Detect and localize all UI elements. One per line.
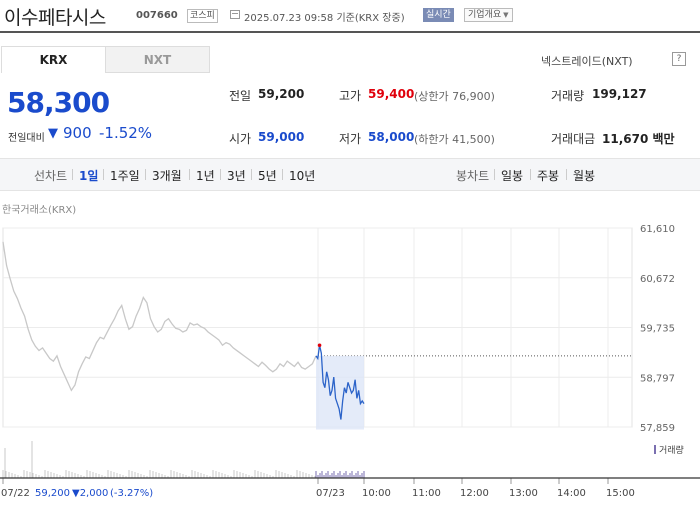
change-percent: -1.52% <box>99 124 153 142</box>
volume-label: 거래량 <box>551 89 585 103</box>
x-tick-label: 07/22 <box>1 488 30 499</box>
intraday-series-line <box>315 345 365 420</box>
separator <box>566 169 567 180</box>
amount-label: 거래대금 <box>551 132 596 146</box>
open-value: 59,000 <box>258 130 305 144</box>
x-tick-label: 07/23 <box>316 488 345 499</box>
y-tick-label: 59,735 <box>640 324 675 335</box>
prev-close-value: 59,200 <box>258 87 305 101</box>
high-value: 59,400 <box>368 87 415 101</box>
x-tick-label: 10:00 <box>362 488 391 499</box>
stock-name: 이수페타시스 <box>4 7 106 29</box>
calendar-icon <box>230 10 240 19</box>
tab-nxt[interactable]: NXT <box>105 46 210 73</box>
period-5y[interactable]: 5년 <box>258 169 277 183</box>
period-1y[interactable]: 1년 <box>196 169 215 183</box>
candle-monthly[interactable]: 월봉 <box>573 169 596 183</box>
footer-pct: (-3.27%) <box>110 488 153 499</box>
y-tick-label: 58,797 <box>640 373 675 384</box>
prev-close-label: 전일 <box>229 89 252 103</box>
candle-daily[interactable]: 일봉 <box>501 169 524 183</box>
separator <box>103 169 104 180</box>
down-arrow-icon: ▼ <box>48 126 58 141</box>
upper-limit: (상한가 76,900) <box>414 90 495 103</box>
change-label: 전일대비 <box>8 133 45 144</box>
low-label: 저가 <box>339 132 362 146</box>
volume-legend: 거래량 <box>659 446 684 456</box>
open-label: 시가 <box>229 132 252 146</box>
prev-day-series-line <box>2 241 317 392</box>
help-icon[interactable]: ? <box>672 52 686 66</box>
candle-chart-label: 봉차트 <box>456 169 490 183</box>
line-chart-label: 선차트 <box>34 169 68 183</box>
separator <box>220 169 221 180</box>
separator <box>251 169 252 180</box>
x-tick-label: 12:00 <box>460 488 489 499</box>
quote-datetime: 2025.07.23 09:58 기준(KRX 장중) <box>244 13 405 24</box>
separator <box>282 169 283 180</box>
period-3y[interactable]: 3년 <box>227 169 246 183</box>
x-tick-label: 11:00 <box>412 488 441 499</box>
lower-limit: (하한가 41,500) <box>414 133 495 146</box>
y-tick-label: 60,672 <box>640 274 675 285</box>
separator <box>189 169 190 180</box>
amount-value: 11,670 백만 <box>602 132 675 146</box>
x-tick-label: 13:00 <box>509 488 538 499</box>
nxt-trade-label: 넥스트레이드(NXT) <box>541 55 633 68</box>
y-tick-label: 61,610 <box>640 224 675 235</box>
y-tick-label: 57,859 <box>640 423 675 434</box>
period-1w[interactable]: 1주일 <box>110 169 140 183</box>
x-tick-label: 15:00 <box>606 488 635 499</box>
period-bar <box>0 158 700 191</box>
x-tick-label: 14:00 <box>557 488 586 499</box>
stock-code: 007660 <box>136 10 178 21</box>
separator <box>494 169 495 180</box>
footer-change: ▼2,000 <box>72 488 108 499</box>
low-value: 58,000 <box>368 130 415 144</box>
tab-krx[interactable]: KRX <box>1 46 106 73</box>
dropdown-arrow-icon: ▼ <box>503 11 509 19</box>
separator <box>72 169 73 180</box>
footer-prev-close: 59,200 <box>35 488 70 499</box>
separator <box>145 169 146 180</box>
separator <box>530 169 531 180</box>
high-label: 고가 <box>339 89 362 103</box>
current-price: 58,300 <box>7 86 110 119</box>
header-divider <box>0 31 700 33</box>
period-1d[interactable]: 1일 <box>79 169 99 183</box>
company-overview-button[interactable]: 기업개요 ▼ <box>464 8 513 22</box>
volume-value: 199,127 <box>592 87 647 101</box>
candle-weekly[interactable]: 주봉 <box>537 169 560 183</box>
chart-source: 한국거래소(KRX) <box>2 205 77 216</box>
period-3m[interactable]: 3개월 <box>152 169 182 183</box>
realtime-badge[interactable]: 실시간 <box>423 8 454 22</box>
period-10y[interactable]: 10년 <box>289 169 316 183</box>
high-marker <box>317 343 322 348</box>
market-badge: 코스피 <box>187 9 218 23</box>
change-value: 900 <box>63 124 92 142</box>
volume-legend-swatch <box>654 445 656 454</box>
